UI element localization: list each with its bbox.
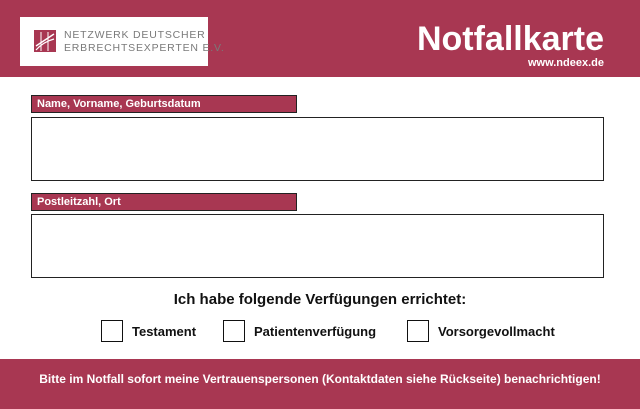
testament-label: Testament xyxy=(132,324,197,339)
testament-checkbox[interactable] xyxy=(101,320,123,342)
name-field[interactable] xyxy=(31,117,604,181)
logo-line-1: NETZWERK DEUTSCHER xyxy=(64,29,206,41)
logo-line-2: ERBRECHTSEXPERTEN E.V. xyxy=(64,42,225,54)
card-footer: Bitte im Notfall sofort meine Vertrauens… xyxy=(0,359,640,409)
vorsorgevollmacht-checkbox[interactable] xyxy=(407,320,429,342)
patientenverfuegung-checkbox[interactable] xyxy=(223,320,245,342)
postcode-field-label: Postleitzahl, Ort xyxy=(31,193,297,211)
card-header: NETZWERK DEUTSCHER ERBRECHTSEXPERTEN E.V… xyxy=(0,0,640,77)
card-title: Notfallkarte xyxy=(416,20,604,58)
patientenverfuegung-label: Patientenverfügung xyxy=(254,324,377,339)
logo-text: NETZWERK DEUTSCHER ERBRECHTSEXPERTEN E.V… xyxy=(64,29,225,55)
postcode-field[interactable] xyxy=(31,214,604,278)
emergency-notice: Bitte im Notfall sofort meine Vertrauens… xyxy=(39,372,601,386)
dispositions-question: Ich habe folgende Verfügungen errichtet: xyxy=(173,291,467,308)
logo: NETZWERK DEUTSCHER ERBRECHTSEXPERTEN E.V… xyxy=(20,17,224,66)
logo-mark-icon xyxy=(34,30,56,52)
name-field-label: Name, Vorname, Geburtsdatum xyxy=(31,95,297,113)
website-url: www.ndeex.de xyxy=(527,57,604,69)
vorsorgevollmacht-label: Vorsorgevollmacht xyxy=(438,324,555,339)
